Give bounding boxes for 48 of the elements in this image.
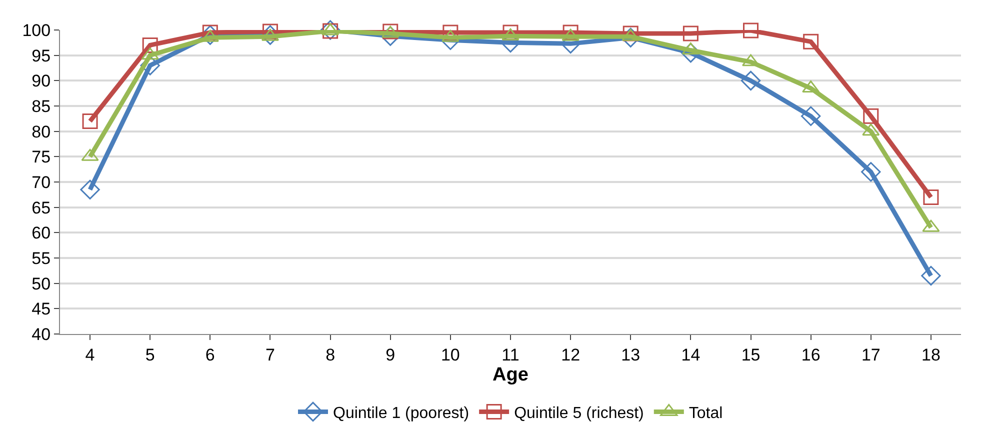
point: [923, 189, 939, 205]
point: [82, 113, 98, 129]
point: [743, 22, 759, 38]
x-axis-title: Age: [492, 364, 528, 386]
point: [800, 106, 821, 126]
point: [682, 26, 698, 42]
y-tick-label: 100: [22, 20, 51, 40]
point: [80, 180, 100, 200]
x-tick-label: 7: [265, 345, 275, 364]
point: [861, 162, 881, 182]
point: [142, 37, 158, 53]
y-tick-label: 70: [32, 172, 51, 192]
x-tick-label: 15: [741, 345, 760, 364]
y-tick-label: 85: [32, 96, 51, 116]
y-tick-label: 75: [32, 148, 51, 167]
legend-label: Quintile 5 (richest): [514, 404, 644, 422]
x-tick-label: 18: [922, 345, 940, 364]
x-tick-label: 5: [145, 345, 155, 364]
y-tick-label: 65: [32, 198, 51, 218]
y-tick-label: 90: [32, 72, 51, 91]
x-tick-label: 10: [440, 345, 460, 364]
y-tick-label: 95: [32, 46, 51, 66]
x-tick-label: 17: [861, 345, 880, 364]
x-tick-label: 8: [326, 345, 336, 364]
point: [562, 24, 578, 40]
x-tick-label: 6: [205, 345, 215, 364]
legend-label: Quintile 1 (poorest): [333, 404, 470, 422]
legend-label: Total: [688, 404, 723, 422]
y-tick-label: 40: [32, 324, 51, 344]
x-tick-label: 12: [561, 345, 580, 364]
x-tick-label: 13: [621, 345, 640, 364]
point: [442, 24, 458, 40]
x-tick-label: 14: [681, 345, 700, 364]
point: [921, 266, 941, 286]
point: [262, 24, 278, 40]
x-tick-label: 4: [85, 345, 95, 364]
x-tick-label: 9: [386, 345, 396, 364]
y-tick-label: 45: [32, 300, 51, 319]
y-tick-label: 55: [32, 248, 51, 268]
y-tick-label: 50: [32, 274, 51, 294]
point: [803, 34, 819, 50]
y-tick-label: 60: [32, 224, 51, 243]
point: [863, 108, 879, 124]
x-tick-label: 11: [502, 345, 520, 364]
point: [740, 70, 761, 91]
x-tick-label: 16: [801, 345, 820, 364]
y-tick-label: 80: [32, 122, 51, 142]
point: [622, 26, 638, 42]
